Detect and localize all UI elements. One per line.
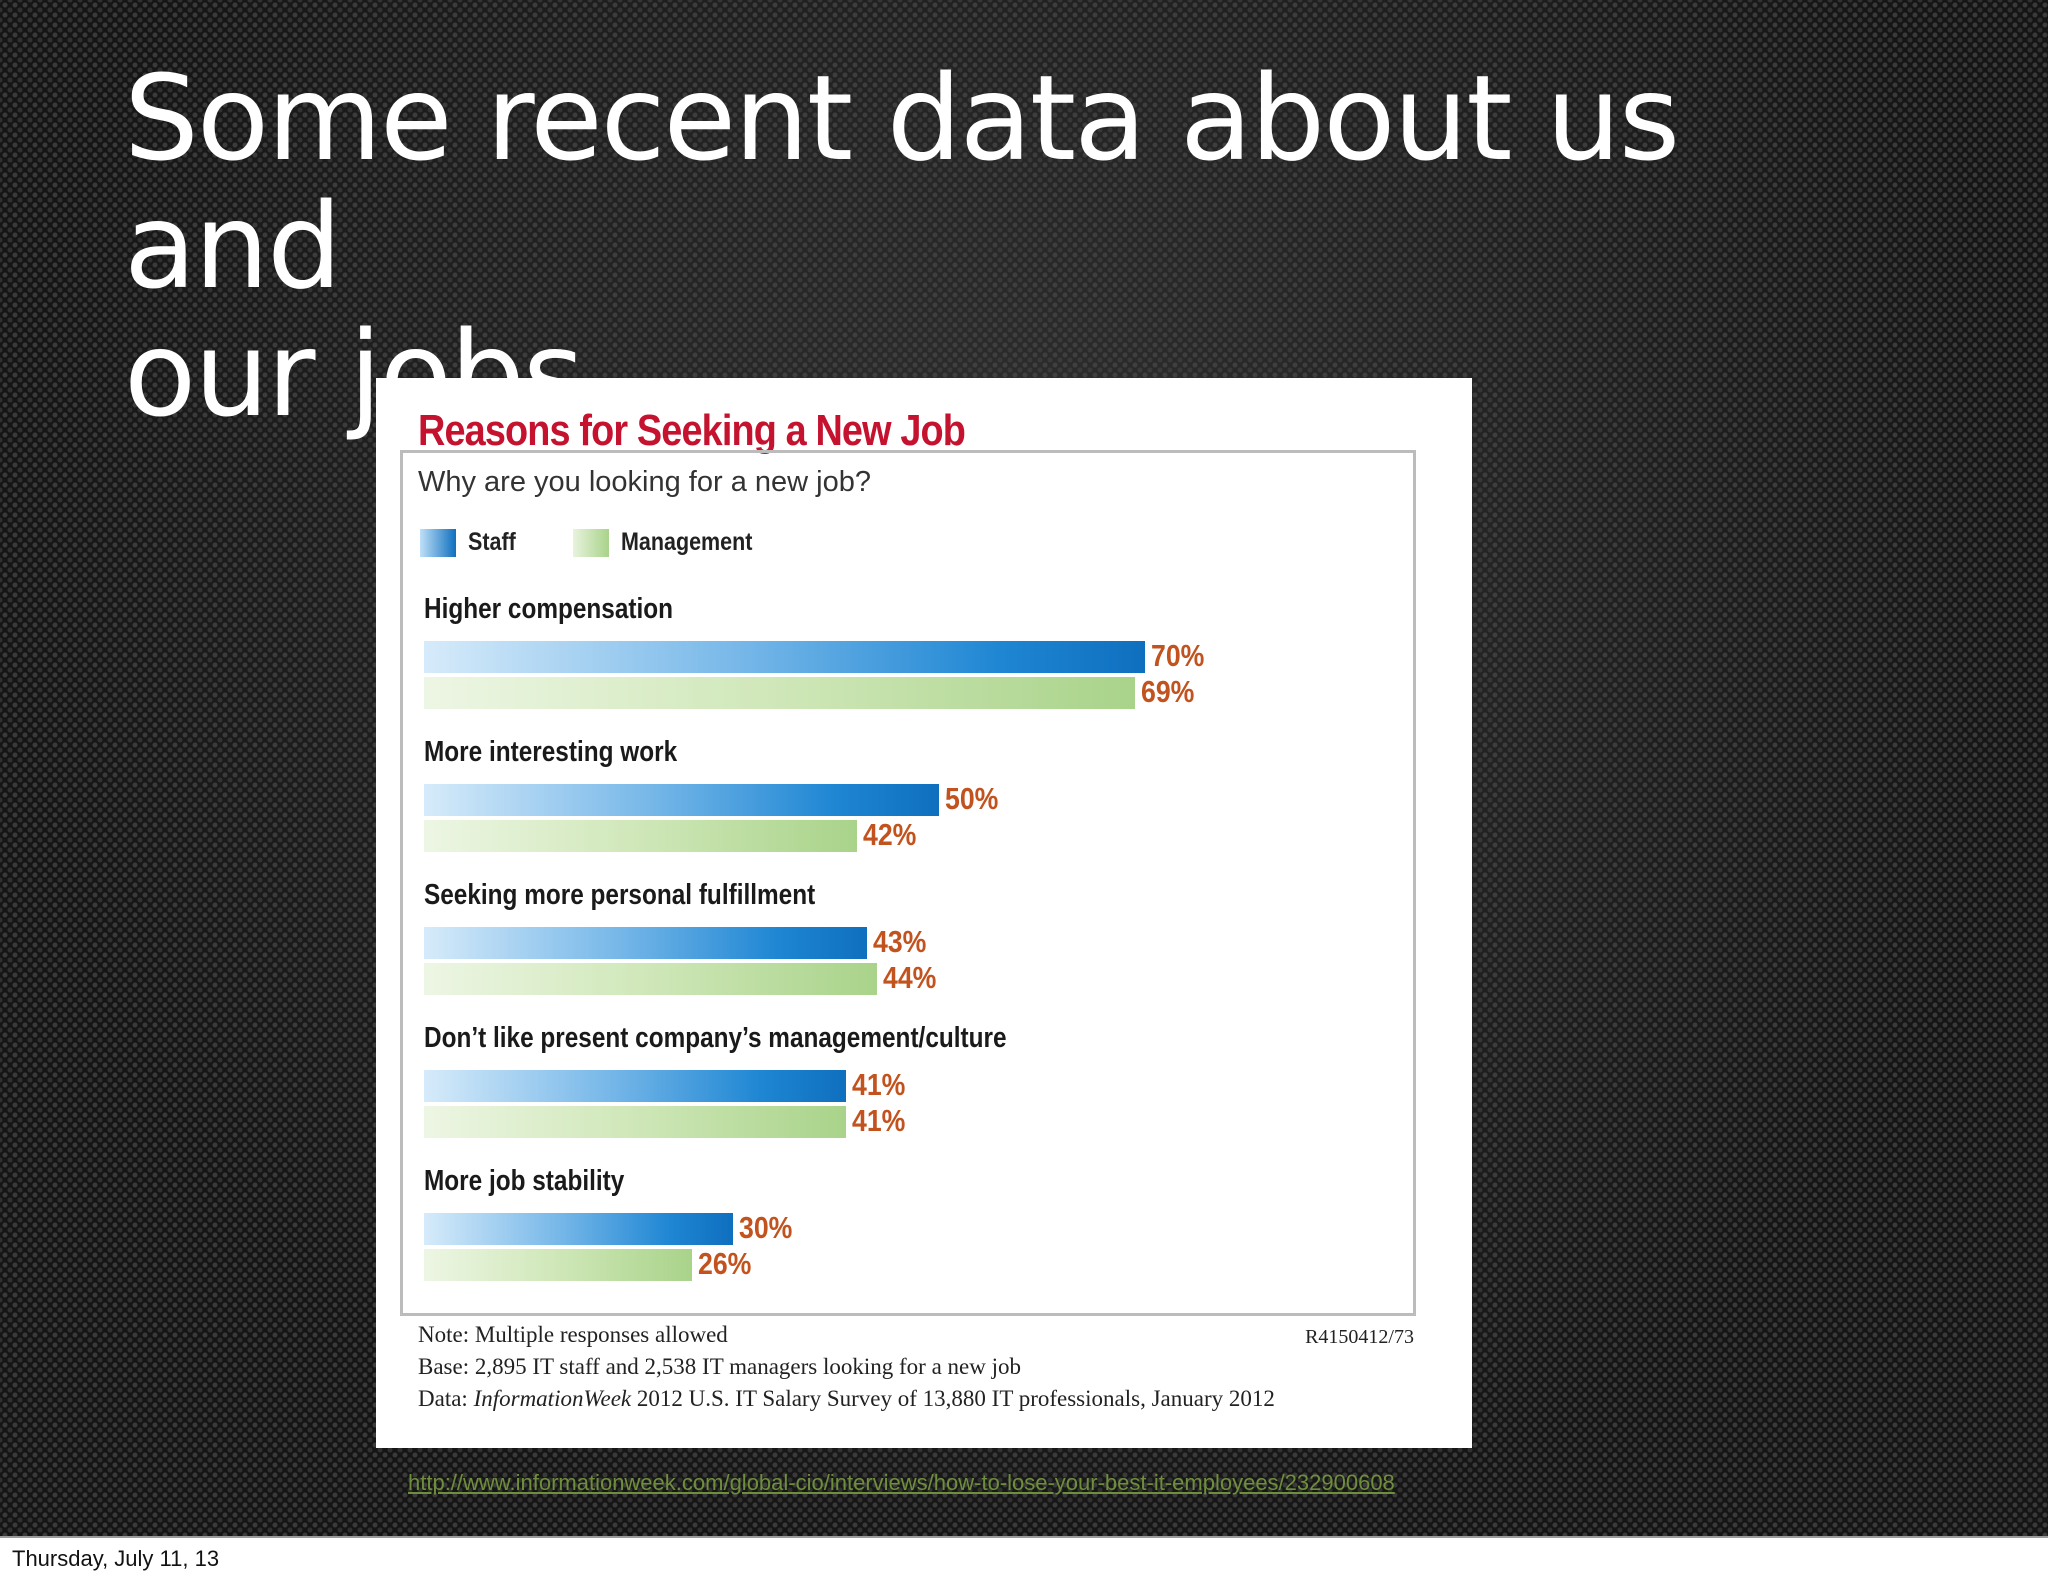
chart-data-source-publication: InformationWeek (473, 1386, 632, 1411)
chart-note: Note: Multiple responses allowed (418, 1322, 728, 1347)
source-link[interactable]: http://www.informationweek.com/global-ci… (408, 1470, 1395, 1495)
legend-label-management: Management (621, 528, 753, 556)
footer-bar: Thursday, July 11, 13 (0, 1536, 2048, 1576)
category-label: Higher compensation (424, 593, 674, 625)
bar-staff (424, 641, 1145, 673)
category-label: More job stability (424, 1165, 625, 1197)
chart-subtitle: Why are you looking for a new job? (418, 466, 871, 498)
slide-title-line1: Some recent data about us and (124, 49, 1680, 315)
chart-figure: Reasons for Seeking a New Job Why are yo… (376, 378, 1472, 1448)
slide-title: Some recent data about us and our jobs (124, 54, 1924, 438)
bar-staff (424, 784, 939, 816)
value-label-management: 44% (883, 960, 937, 995)
value-label-management: 42% (862, 817, 916, 852)
chart-id: R4150412/73 (1305, 1326, 1414, 1348)
bar-management (424, 1249, 692, 1281)
legend-item-staff: Staff (420, 528, 524, 557)
legend-swatch-management (573, 528, 609, 557)
value-label-management: 69% (1140, 674, 1195, 709)
legend-label-staff: Staff (468, 528, 516, 556)
bar-staff (424, 1070, 847, 1102)
category-label: Seeking more personal fulfillment (424, 879, 816, 911)
chart-title: Reasons for Seeking a New Job (418, 406, 966, 455)
value-label-staff: 50% (945, 781, 999, 816)
value-label-staff: 30% (739, 1210, 793, 1245)
value-label-management: 26% (697, 1246, 752, 1281)
chart-data-source-rest: 2012 U.S. IT Salary Survey of 13,880 IT … (631, 1386, 1275, 1411)
bar-management (424, 963, 878, 995)
legend-item-management: Management (573, 528, 774, 557)
chart-data-source: Data: InformationWeek 2012 U.S. IT Salar… (418, 1386, 1275, 1412)
category-label: Don’t like present company’s management/… (424, 1022, 1007, 1054)
chart-base: Base: 2,895 IT staff and 2,538 IT manage… (418, 1354, 1021, 1379)
bar-staff (424, 927, 867, 959)
value-label-staff: 41% (852, 1067, 906, 1102)
footer-date: Thursday, July 11, 13 (12, 1546, 220, 1571)
value-label-staff: 70% (1151, 638, 1205, 673)
value-label-management: 41% (852, 1103, 906, 1138)
bar-management (424, 677, 1135, 709)
chart-frame (400, 450, 1416, 1316)
bar-staff (424, 1213, 733, 1245)
legend-swatch-staff (420, 528, 456, 557)
bar-management (424, 1106, 847, 1138)
bar-management (424, 820, 857, 852)
chart-data-source-prefix: Data: (418, 1386, 474, 1411)
value-label-staff: 43% (872, 924, 927, 959)
category-label: More interesting work (424, 736, 678, 768)
